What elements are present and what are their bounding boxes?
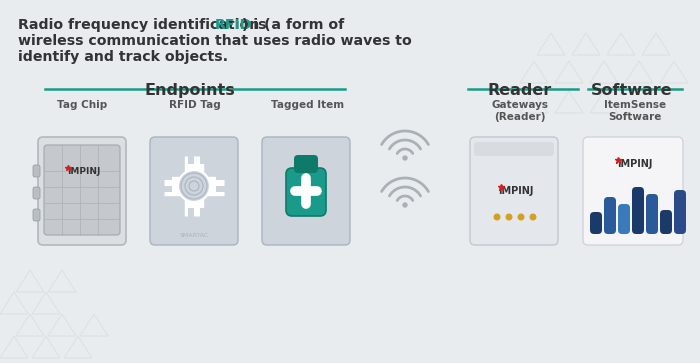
- Bar: [200, 148, 206, 164]
- Text: Endpoints: Endpoints: [145, 83, 235, 98]
- FancyBboxPatch shape: [294, 155, 318, 173]
- Text: ) is a form of: ) is a form of: [242, 18, 344, 32]
- FancyBboxPatch shape: [646, 194, 658, 234]
- Bar: [216, 186, 232, 192]
- Circle shape: [402, 202, 407, 208]
- Text: identify and track objects.: identify and track objects.: [18, 50, 228, 64]
- Circle shape: [178, 170, 210, 202]
- Text: Tagged Item: Tagged Item: [272, 100, 344, 110]
- Text: RFID Tag: RFID Tag: [169, 100, 221, 110]
- Text: Tag Chip: Tag Chip: [57, 100, 107, 110]
- FancyBboxPatch shape: [286, 168, 326, 216]
- Bar: [156, 174, 172, 180]
- Text: Software: Software: [592, 83, 673, 98]
- Circle shape: [505, 213, 512, 220]
- Text: Reader: Reader: [488, 83, 552, 98]
- FancyBboxPatch shape: [33, 187, 40, 199]
- FancyBboxPatch shape: [674, 190, 686, 234]
- FancyBboxPatch shape: [618, 204, 630, 234]
- FancyBboxPatch shape: [38, 137, 126, 245]
- Text: wireless communication that uses radio waves to: wireless communication that uses radio w…: [18, 34, 412, 48]
- FancyBboxPatch shape: [604, 197, 616, 234]
- Text: Gateways
(Reader): Gateways (Reader): [491, 100, 549, 122]
- Text: RFID: RFID: [215, 18, 253, 32]
- FancyBboxPatch shape: [660, 210, 672, 234]
- Circle shape: [529, 213, 536, 220]
- Circle shape: [517, 213, 524, 220]
- FancyBboxPatch shape: [474, 142, 554, 156]
- Bar: [216, 174, 232, 180]
- Text: Radio frequency identification (: Radio frequency identification (: [18, 18, 271, 32]
- FancyBboxPatch shape: [44, 145, 120, 235]
- FancyBboxPatch shape: [590, 212, 602, 234]
- Bar: [200, 208, 206, 224]
- Bar: [188, 208, 194, 224]
- Circle shape: [494, 213, 500, 220]
- FancyBboxPatch shape: [632, 187, 644, 234]
- Text: IMPINJ: IMPINJ: [498, 186, 533, 196]
- Circle shape: [402, 155, 407, 161]
- FancyBboxPatch shape: [262, 137, 350, 245]
- FancyBboxPatch shape: [583, 137, 683, 245]
- FancyBboxPatch shape: [150, 137, 238, 245]
- Text: ItemSense
Software: ItemSense Software: [604, 100, 666, 122]
- Text: IMPINJ: IMPINJ: [617, 159, 652, 169]
- FancyBboxPatch shape: [33, 209, 40, 221]
- Bar: [156, 186, 172, 192]
- Text: SMARTAC: SMARTAC: [179, 233, 209, 238]
- Text: IMPINJ: IMPINJ: [67, 167, 101, 176]
- FancyBboxPatch shape: [470, 137, 558, 245]
- Bar: [188, 148, 194, 164]
- FancyBboxPatch shape: [33, 165, 40, 177]
